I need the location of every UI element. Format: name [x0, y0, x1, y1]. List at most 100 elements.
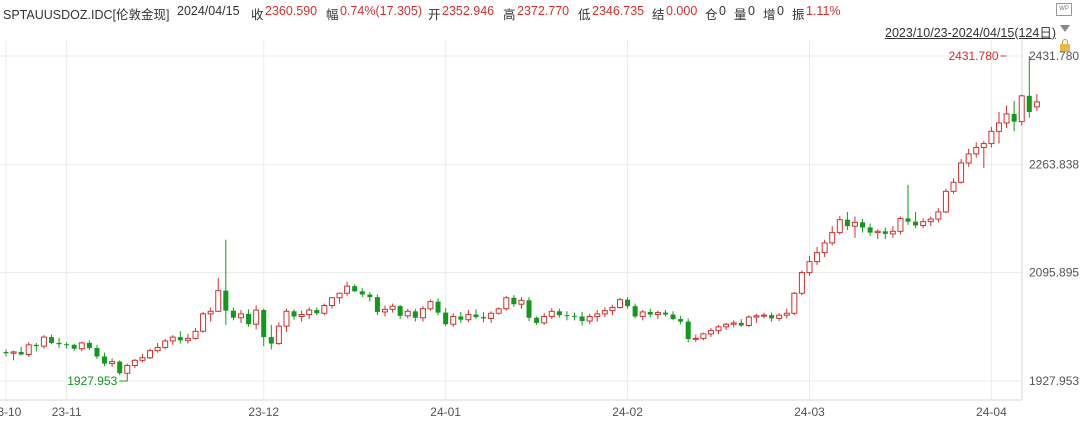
candle-body	[131, 359, 138, 366]
candle-body	[836, 219, 843, 234]
candle-body	[814, 252, 821, 263]
candle	[18, 346, 24, 356]
candle-body	[465, 314, 472, 321]
chevron-down-icon[interactable]	[1060, 25, 1070, 32]
candle	[548, 308, 555, 320]
candle	[761, 312, 767, 319]
candle-body	[117, 361, 123, 374]
candle	[942, 188, 949, 214]
candle	[889, 226, 896, 238]
candle-body	[867, 227, 873, 233]
candle	[321, 303, 328, 316]
candle	[753, 313, 760, 323]
date-range-selector[interactable]: 2023/10/23-2024/04/15(124日)	[885, 26, 1056, 40]
candle	[78, 341, 85, 352]
candle	[715, 324, 722, 334]
candle	[64, 342, 70, 349]
candle-body	[162, 340, 169, 348]
candle-body	[897, 217, 904, 232]
candle-body	[851, 221, 858, 227]
open-value: 2352.946	[442, 4, 495, 18]
candle	[306, 307, 313, 320]
candle-body	[715, 326, 722, 332]
candle-body	[291, 311, 297, 317]
max-annotation-label: 2431.780	[948, 49, 998, 63]
lock-icon[interactable]	[1060, 39, 1070, 52]
candle	[154, 342, 161, 353]
candle-body	[56, 342, 62, 345]
candle	[511, 295, 517, 307]
candle	[707, 328, 714, 338]
candle-body	[154, 346, 161, 352]
candle-body	[435, 301, 441, 313]
candle-body	[670, 314, 676, 320]
candle-body	[1026, 95, 1032, 112]
candle	[1003, 105, 1010, 129]
low-value: 2346.735	[592, 4, 645, 18]
candle	[10, 350, 17, 361]
candle	[33, 342, 39, 352]
x-tick-label: 23-11	[52, 405, 82, 419]
candle	[920, 218, 927, 229]
candle	[230, 307, 236, 321]
candle-body	[905, 218, 911, 222]
y-tick-label: 2095.895	[1029, 266, 1079, 280]
candle-body	[261, 310, 267, 338]
candle	[647, 308, 653, 318]
candle	[404, 308, 411, 319]
candle-body	[579, 316, 585, 321]
candle	[556, 308, 562, 318]
candle-body	[169, 336, 176, 342]
wp-icon[interactable]: WP	[1056, 3, 1072, 16]
candle	[518, 297, 525, 309]
candle-body	[404, 310, 411, 317]
candle-body	[1011, 113, 1017, 122]
y-tick-label: 2431.780	[1029, 49, 1079, 63]
candle	[419, 306, 426, 322]
candle	[458, 311, 464, 323]
candle-body	[473, 314, 479, 318]
y-tick-label: 2263.838	[1029, 157, 1079, 171]
candle-body	[443, 312, 449, 325]
header-bar: SPTAUUSDOZ.IDC[伦敦金现] 2024/04/15 收 2360.5…	[0, 0, 1080, 22]
candle-body	[25, 344, 32, 356]
close-value: 2360.590	[265, 4, 318, 18]
candle-body	[942, 190, 949, 213]
candle	[427, 299, 434, 311]
candle	[769, 312, 775, 322]
candle	[980, 141, 987, 169]
candle	[897, 216, 904, 235]
y-tick-label: 1927.953	[1029, 374, 1079, 388]
candle	[503, 295, 510, 311]
candle-body	[367, 294, 373, 298]
candle	[131, 359, 138, 369]
candle	[147, 348, 154, 360]
candle	[268, 324, 274, 350]
candle	[1033, 94, 1040, 111]
candle-body	[71, 344, 77, 349]
candle-body	[237, 313, 244, 319]
candle-body	[352, 286, 358, 292]
candle	[806, 255, 813, 276]
candle	[814, 246, 821, 265]
candle	[382, 305, 388, 317]
candle	[836, 215, 843, 235]
candle-body	[616, 299, 623, 308]
candle	[723, 322, 730, 331]
x-tick-label: 24-02	[612, 405, 643, 419]
candle-body	[692, 337, 699, 340]
candle	[374, 294, 380, 316]
candle	[586, 313, 593, 325]
candle-body	[306, 309, 313, 316]
candle	[639, 310, 646, 321]
candle-body	[572, 315, 577, 317]
candle	[246, 309, 252, 327]
candle-body	[382, 308, 388, 313]
candle	[905, 184, 911, 225]
candle	[616, 297, 623, 309]
candle-body	[965, 153, 972, 164]
candle	[275, 322, 282, 345]
candle-body	[33, 344, 39, 347]
candle-body	[564, 315, 570, 317]
